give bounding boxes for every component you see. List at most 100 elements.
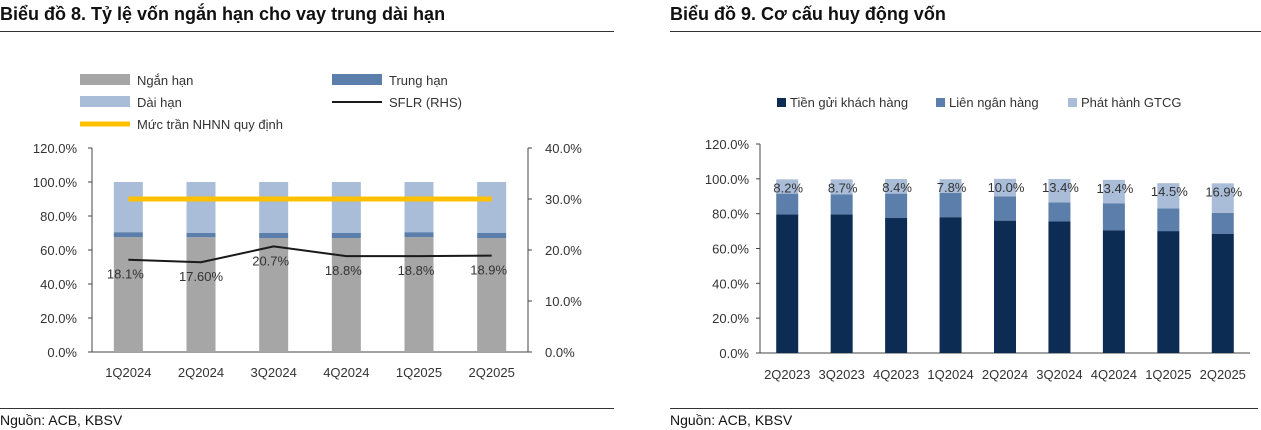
chart8-sflr-data-label: 18.8% bbox=[398, 263, 435, 278]
chart8-legend-swatch bbox=[332, 74, 382, 85]
chart8-x-tick-label: 3Q2024 bbox=[251, 365, 297, 380]
chart8-bar-dài-hạn bbox=[477, 182, 507, 233]
chart9-bar-li-n-ng-n-h-ng bbox=[939, 192, 962, 218]
chart8-y-tick-label: 20.0% bbox=[40, 311, 77, 326]
chart9-x-tick-label: 3Q2024 bbox=[1036, 367, 1082, 382]
chart8-legend-swatch bbox=[80, 96, 130, 107]
chart8-sflr-data-label: 18.8% bbox=[325, 263, 362, 278]
chart9-x-tick-label: 2Q2025 bbox=[1200, 367, 1246, 382]
chart9-x-tick-label: 2Q2024 bbox=[982, 367, 1028, 382]
chart9-data-label: 14.5% bbox=[1151, 184, 1188, 199]
chart8-bar-trung-hạn bbox=[477, 233, 507, 239]
chart8-x-tick-label: 1Q2025 bbox=[396, 365, 442, 380]
chart8-bar-ngắn-hạn bbox=[259, 238, 289, 352]
chart8-source: Nguồn: ACB, KBSV bbox=[0, 412, 123, 428]
chart9-legend-swatch bbox=[936, 98, 945, 107]
chart9-title: Biểu đồ 9. Cơ cấu huy động vốn bbox=[670, 4, 946, 24]
chart9-bar-ti-n-g-i-kh-ch-h-ng bbox=[1048, 221, 1071, 353]
chart8-y-tick-label: 100.0% bbox=[33, 175, 78, 190]
chart8-legend-label: Dài hạn bbox=[137, 95, 182, 110]
chart8-bar-dài-hạn bbox=[404, 182, 434, 233]
chart8-y-tick-label: 40.0% bbox=[40, 277, 77, 292]
chart9-bar-li-n-ng-n-h-ng bbox=[830, 194, 853, 215]
chart9-data-label: 7.8% bbox=[937, 180, 967, 195]
chart9-legend-label: Liên ngân hàng bbox=[949, 95, 1039, 110]
chart9-y-tick-label: 40.0% bbox=[712, 276, 749, 291]
chart8-y2-tick-label: 40.0% bbox=[545, 141, 582, 156]
chart8-bar-ngắn-hạn bbox=[186, 237, 216, 352]
chart9-x-tick-label: 4Q2024 bbox=[1091, 367, 1137, 382]
chart9-y-tick-label: 20.0% bbox=[712, 311, 749, 326]
chart9-bar-ti-n-g-i-kh-ch-h-ng bbox=[994, 220, 1016, 353]
chart8-sflr-data-label: 20.7% bbox=[252, 253, 289, 268]
chart9-y-tick-label: 80.0% bbox=[712, 207, 749, 222]
chart9-bar-ti-n-g-i-kh-ch-h-ng bbox=[939, 217, 962, 353]
chart9-x-tick-label: 2Q2023 bbox=[764, 367, 810, 382]
chart8-bar-ngắn-hạn bbox=[113, 237, 143, 352]
chart8-bar-dài-hạn bbox=[331, 182, 361, 233]
chart9-bar-ti-n-g-i-kh-ch-h-ng bbox=[1157, 231, 1180, 353]
chart9-legend-label: Phát hành GTCG bbox=[1081, 95, 1181, 110]
chart9-bar-ph-t-h-nh-gtcg bbox=[830, 179, 853, 195]
chart8-y2-tick-label: 20.0% bbox=[545, 243, 582, 258]
chart9-bar-ph-t-h-nh-gtcg bbox=[1211, 183, 1234, 213]
chart9-bar-ti-n-g-i-kh-ch-h-ng bbox=[1102, 230, 1125, 353]
chart9-data-label: 13.4% bbox=[1096, 181, 1133, 196]
chart9-bar-li-n-ng-n-h-ng bbox=[885, 193, 908, 219]
chart8-y-tick-label: 0.0% bbox=[47, 345, 77, 360]
chart9-x-tick-label: 1Q2024 bbox=[927, 367, 973, 382]
chart9-bar-ti-n-g-i-kh-ch-h-ng bbox=[830, 214, 853, 353]
chart9-data-label: 13.4% bbox=[1042, 180, 1079, 195]
chart8-sflr-data-label: 18.9% bbox=[470, 263, 507, 278]
chart9-bar-li-n-ng-n-h-ng bbox=[1048, 202, 1071, 222]
chart9-bar-ti-n-g-i-kh-ch-h-ng bbox=[885, 218, 908, 353]
chart9-bar-ph-t-h-nh-gtcg bbox=[885, 179, 908, 194]
chart9-y-tick-label: 100.0% bbox=[705, 172, 750, 187]
chart9-data-label: 8.2% bbox=[773, 180, 803, 195]
chart9-bar-ph-t-h-nh-gtcg bbox=[939, 179, 962, 193]
chart8-legend-swatch bbox=[80, 74, 130, 85]
chart8-svg: 0.0% 20.0% 40.0% 60.0% 80.0% 100.0% 120.0% 0.0%… bbox=[33, 73, 582, 380]
chart9-bar-ti-n-g-i-kh-ch-h-ng bbox=[776, 214, 799, 353]
chart9-bar-ph-t-h-nh-gtcg bbox=[994, 178, 1016, 197]
chart8-y2-tick-label: 0.0% bbox=[545, 345, 575, 360]
chart8-bar-dài-hạn bbox=[259, 182, 289, 233]
chart8-bar-ngắn-hạn bbox=[477, 238, 507, 352]
chart9-data-label: 10.0% bbox=[988, 180, 1025, 195]
chart9-bar-li-n-ng-n-h-ng bbox=[1102, 203, 1125, 231]
chart8-bar-trung-hạn bbox=[186, 233, 216, 238]
chart9-bar-ti-n-g-i-kh-ch-h-ng bbox=[1211, 233, 1234, 353]
chart9-bar-li-n-ng-n-h-ng bbox=[1157, 208, 1180, 232]
chart9-source: Nguồn: ACB, KBSV bbox=[670, 412, 793, 428]
chart9-bar-ph-t-h-nh-gtcg bbox=[776, 179, 799, 194]
chart8-sflr-line bbox=[128, 245, 492, 264]
chart8-legend-label: Mức trần NHNN quy định bbox=[137, 117, 283, 132]
chart8-x-tick-label: 4Q2024 bbox=[323, 365, 369, 380]
chart8-legend-label: Trung hạn bbox=[389, 73, 448, 88]
chart9-y-tick-label: 0.0% bbox=[719, 346, 749, 361]
chart9-legend-swatch bbox=[1068, 98, 1077, 107]
chart8-bar-trung-hạn bbox=[259, 233, 289, 239]
chart8-y2-tick-label: 10.0% bbox=[545, 294, 582, 309]
chart8-y-tick-label: 60.0% bbox=[40, 243, 77, 258]
chart8-y-tick-label: 120.0% bbox=[33, 141, 78, 156]
chart9-x-tick-label: 4Q2023 bbox=[873, 367, 919, 382]
chart8-legend-label: SFLR (RHS) bbox=[389, 95, 462, 110]
chart9-y-tick-label: 120.0% bbox=[705, 137, 750, 152]
chart9-top-rule bbox=[670, 31, 1261, 32]
chart8-y2-tick-label: 30.0% bbox=[545, 192, 582, 207]
chart8-y-tick-label: 80.0% bbox=[40, 209, 77, 224]
chart9-data-label: 8.7% bbox=[828, 180, 858, 195]
chart8-bar-ngắn-hạn bbox=[404, 237, 434, 352]
chart8-top-rule bbox=[0, 31, 614, 32]
chart9-x-tick-label: 3Q2023 bbox=[819, 367, 865, 382]
chart8-sflr-data-label: 17.60% bbox=[179, 269, 224, 284]
chart9-svg: 0.0% 20.0% 40.0% 60.0% 80.0% 100.0% 120.0% 8.2%… bbox=[705, 95, 1250, 382]
chart9-bar-li-n-ng-n-h-ng bbox=[776, 193, 799, 215]
chart9-panel: Biểu đồ 9. Cơ cấu huy động vốn 0.0% 20.0%… bbox=[670, 0, 1261, 430]
chart8-title: Biểu đồ 8. Tỷ lệ vốn ngắn hạn cho vay tr… bbox=[0, 4, 446, 24]
chart8-x-tick-label: 2Q2024 bbox=[178, 365, 224, 380]
chart8-bar-trung-hạn bbox=[331, 233, 361, 239]
chart9-y-tick-label: 60.0% bbox=[712, 242, 749, 257]
chart9-data-label: 8.4% bbox=[882, 180, 912, 195]
